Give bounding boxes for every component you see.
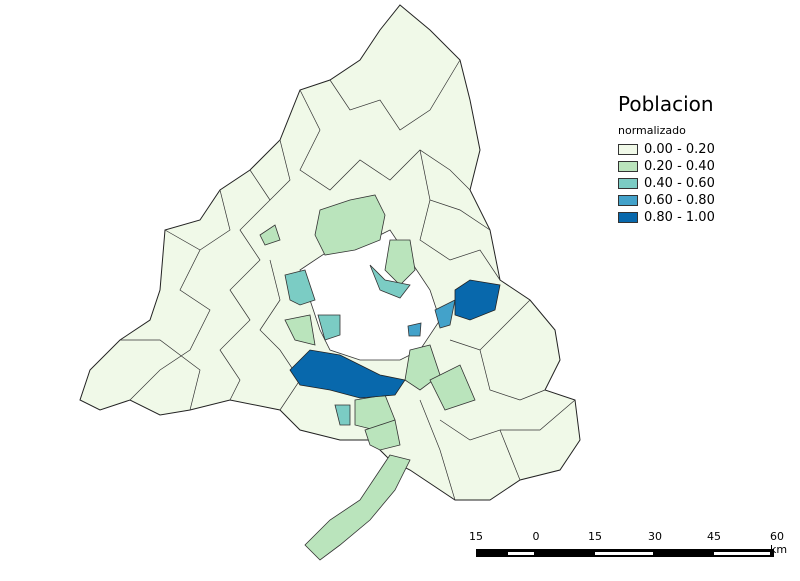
legend-item: 0.00 - 0.20 [618,141,715,158]
legend-label: 0.80 - 1.00 [644,210,715,225]
class-0.20-0.40 [259,194,476,561]
legend-label: 0.40 - 0.60 [644,176,715,191]
legend-label: 0.00 - 0.20 [644,142,715,157]
municipality-borders [120,59,576,501]
scale-bar: 15 0 15 30 45 60 km [469,530,800,570]
legend-label: 0.20 - 0.40 [644,159,715,174]
scale-tick: 45 [707,530,721,543]
scale-tick: 0 [532,530,540,543]
scale-tick: 60 km [770,530,788,556]
legend-item: 0.60 - 0.80 [618,192,715,209]
scale-tick: 15 [469,530,483,543]
scale-tick: 15 [588,530,602,543]
legend-label: 0.60 - 0.80 [644,193,715,208]
class-0.80-1.00 [289,279,501,399]
legend-item: 0.40 - 0.60 [618,175,715,192]
scale-segment [714,552,770,555]
class-0.60-0.80 [407,299,456,337]
legend-swatch [618,195,638,206]
class-0.40-0.60 [284,264,411,426]
legend-item: 0.80 - 1.00 [618,209,715,226]
legend: Poblacion normalizado 0.00 - 0.20 0.20 -… [618,92,715,226]
legend-swatch [618,212,638,223]
legend-title: Poblacion [618,92,714,116]
legend-swatch [618,178,638,189]
legend-swatch [618,144,638,155]
legend-subtitle: normalizado [618,124,686,137]
legend-item: 0.20 - 0.40 [618,158,715,175]
legend-swatch [618,161,638,172]
scale-segment [508,552,534,555]
scale-segment [595,552,653,555]
scale-tick: 30 [648,530,662,543]
